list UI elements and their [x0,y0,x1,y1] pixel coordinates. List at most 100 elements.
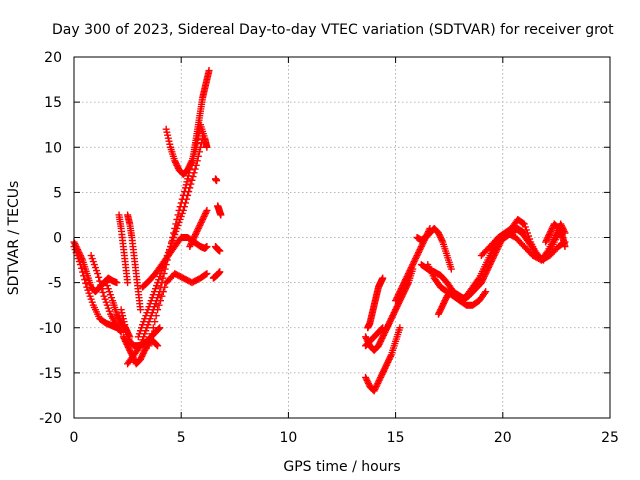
data-point [82,279,90,287]
y-tick-label: 20 [44,50,62,66]
data-point [156,324,164,332]
data-point [154,325,162,333]
data-point [99,288,107,296]
x-tick-label: 0 [70,430,79,446]
data-point [158,292,166,300]
x-tick-label: 10 [279,430,297,446]
data-marks [70,67,569,395]
data-point [98,285,106,293]
data-point [96,277,104,285]
data-point [377,325,385,333]
data-point [151,318,159,326]
series-arc-23 [362,324,387,350]
x-tick-label: 20 [494,430,512,446]
data-point [205,67,213,75]
axis-ticks: 0 5 10 15 20 25 -20 -15 -10 -5 0 5 10 15 20 [39,50,619,446]
y-tick-label: 5 [53,185,62,201]
data-point [202,270,210,278]
data-point [379,324,387,332]
data-point [184,191,192,199]
data-point [183,195,191,203]
data-point [180,203,188,211]
x-tick-label: 5 [177,430,186,446]
data-point [78,264,86,272]
series-arc-25 [413,224,455,273]
data-point [155,325,163,333]
series-arc-3 [87,252,125,336]
data-point [474,276,482,284]
data-point [80,272,88,280]
data-point [149,324,157,332]
series-arc-22 [364,274,387,332]
data-point [189,173,197,181]
series-arc-17 [214,202,225,219]
series-arc-19 [209,268,224,282]
series-arc-12 [145,270,211,350]
data-point [378,325,386,333]
data-point [116,327,124,335]
data-point [81,276,89,284]
data-point [519,219,527,227]
data-point [145,342,153,350]
data-point [202,208,210,216]
data-point [447,265,455,273]
data-point [152,340,160,348]
series-arc-32 [542,220,569,251]
data-point [190,169,198,177]
data-point [97,281,105,289]
series-arc-11 [139,234,211,291]
data-point [482,288,490,296]
y-tick-label: -15 [39,366,62,382]
data-point [216,268,224,276]
y-tick-label: -5 [48,276,62,292]
data-point [216,247,224,255]
data-point [152,312,160,320]
data-point [135,343,143,351]
data-point [95,273,103,281]
series-arc-20 [362,324,404,395]
data-point [181,199,189,207]
data-point [94,270,102,278]
series-arc-16 [212,175,221,185]
data-point [387,352,395,360]
data-point [174,211,182,219]
y-axis-label: SDTVAR / TECUs [6,181,22,296]
plot-frame [73,56,611,419]
series-arc-18 [212,243,224,255]
data-point [203,206,211,214]
data-point [188,176,196,184]
data-point [481,289,489,297]
x-axis-label: GPS time / hours [283,459,400,475]
y-tick-label: 15 [44,95,62,111]
data-point [146,336,154,344]
data-point [179,206,187,214]
data-point [154,306,162,314]
data-point [76,261,84,269]
data-point [159,274,167,282]
data-point [155,301,163,309]
data-point [396,324,404,332]
data-point [203,143,211,151]
data-point [203,270,211,278]
data-point [159,288,167,296]
series-arc-13 [162,121,211,178]
data-point [136,306,144,314]
data-point [153,341,161,349]
x-tick-label: 25 [601,430,619,446]
y-tick-label: 10 [44,140,62,156]
x-tick-label: 15 [387,430,405,446]
data-point [561,243,569,251]
data-point [379,274,387,282]
y-tick-label: 0 [53,231,62,247]
data-point [154,342,162,350]
data-point [161,283,169,291]
chart-title: Day 300 of 2023, Sidereal Day-to-day VTE… [52,22,614,38]
series-arc-5 [115,211,132,287]
data-point [203,243,211,251]
data-point [191,165,199,173]
data-point [124,279,132,287]
data-point [156,297,164,305]
data-point [185,188,193,196]
data-point [187,180,195,188]
